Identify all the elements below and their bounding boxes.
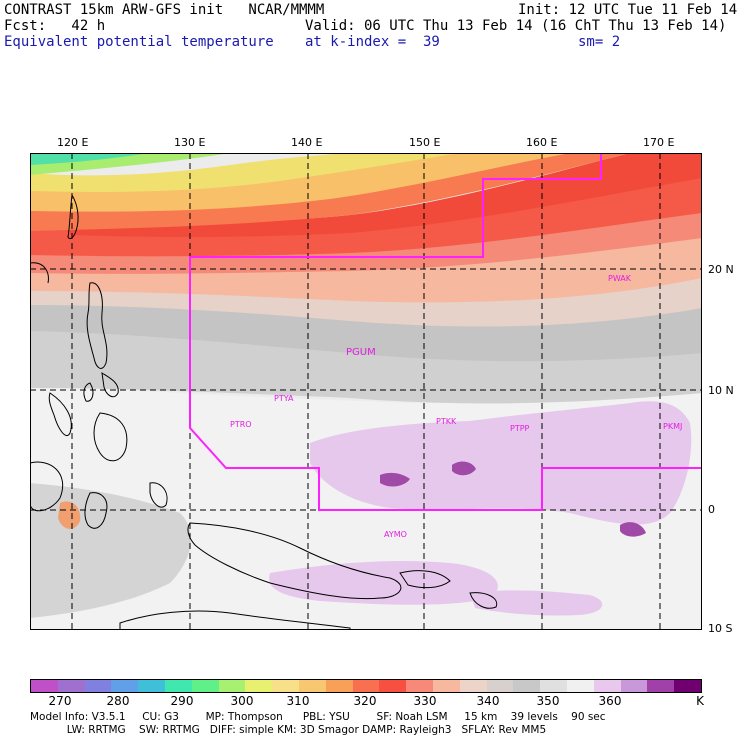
field-band-grey (30, 328, 702, 404)
field-purple-light-south (269, 561, 498, 605)
lat-label: 0 (708, 503, 715, 516)
coast-australia (119, 610, 351, 630)
coast-samar (101, 372, 119, 398)
colorbar-swatch (164, 680, 192, 692)
station-ptro: PTRO (230, 420, 252, 429)
field-band-deepred (70, 153, 702, 237)
lat-label: 20 N (708, 263, 734, 276)
station-ptkk: PTKK (436, 417, 457, 426)
colorbar (30, 679, 702, 693)
station-labels: PWAK PGUM PTYA PTRO PTKK PTPP PKMJ AYMO (230, 274, 682, 539)
colorbar-swatch (138, 680, 165, 692)
colorbar-units: K (696, 694, 704, 708)
station-aymo: AYMO (384, 530, 407, 539)
valid-time: Valid: 06 UTC Thu 13 Feb 14 (16 ChT Thu … (305, 18, 727, 34)
colorbar-label: 330 (413, 694, 437, 708)
colorbar-swatch (57, 680, 85, 692)
colorbar-swatch (379, 680, 407, 692)
level-index: at k-index = 39 (305, 34, 440, 50)
colorbar-label: 290 (170, 694, 194, 708)
field-purple-light (310, 401, 692, 525)
colorbar-swatch (272, 680, 299, 692)
colorbar-label: 350 (536, 694, 560, 708)
station-ptpp: PTPP (510, 424, 530, 433)
title-model: CONTRAST 15km ARW-GFS init NCAR/MMMM (4, 2, 325, 18)
coast-palawan (48, 392, 72, 437)
colorbar-swatch (620, 680, 648, 692)
coast-bougainville (469, 592, 498, 609)
region-boundary (189, 153, 702, 511)
colorbar-label: 280 (106, 694, 130, 708)
lat-label: 10 S (708, 622, 733, 635)
colorbar-swatch (218, 680, 246, 692)
station-ptya: PTYA (274, 394, 294, 403)
coast-new-guinea (187, 522, 402, 600)
colorbar-swatch (566, 680, 594, 692)
lat-label: 10 N (708, 384, 734, 397)
coast-sulawesi (84, 492, 108, 529)
colorbar-label: 300 (230, 694, 254, 708)
colorbar-swatch (84, 680, 112, 692)
field-band-yellow (30, 153, 460, 192)
coast-halmahera (149, 482, 168, 508)
field-band-grey-dark (30, 303, 702, 362)
colorbar-label: 360 (598, 694, 622, 708)
model-info-line2: LW: RRTMG SW: RRTMG DIFF: simple KM: 3D … (30, 724, 547, 736)
coastlines (30, 193, 498, 630)
model-info-line1: Model Info: V3.5.1 CU: G3 MP: Thompson P… (30, 711, 606, 723)
field-orange-celebes (58, 501, 81, 529)
init-time: Init: 12 UTC Tue 11 Feb 14 (518, 2, 738, 18)
colorbar-swatch (111, 680, 139, 692)
field-name: Equivalent potential temperature (4, 34, 274, 50)
smoothing: sm= 2 (578, 34, 621, 50)
field-purple-dark-2 (452, 461, 476, 476)
colorbar-swatch (245, 680, 273, 692)
map-panel[interactable]: PWAK PGUM PTYA PTRO PTKK PTPP PKMJ AYMO (30, 153, 702, 630)
colorbar-swatch (298, 680, 326, 692)
colorbar-label: 340 (476, 694, 500, 708)
colorbar-swatch (647, 680, 675, 692)
forecast-hour: Fcst: 42 h (4, 18, 106, 34)
colorbar-swatch (674, 680, 701, 692)
colorbar-swatch (486, 680, 514, 692)
field-band-orange (30, 153, 630, 231)
colorbar-swatch (432, 680, 460, 692)
coast-panay (83, 382, 94, 402)
colorbar-swatch (593, 680, 621, 692)
field-purple-dark-3 (620, 522, 646, 537)
colorbar-label: 320 (353, 694, 377, 708)
coast-luzon (86, 282, 108, 369)
colorbar-swatch (325, 680, 353, 692)
colorbar-swatch (513, 680, 541, 692)
colorbar-swatch (31, 680, 58, 692)
colorbar-label: 270 (48, 694, 72, 708)
station-pkmj: PKMJ (663, 422, 682, 431)
coast-borneo (30, 461, 64, 512)
colorbar-label: 310 (286, 694, 310, 708)
coast-mindanao (93, 412, 128, 462)
colorbar-swatch (459, 680, 487, 692)
colorbar-swatch (191, 680, 219, 692)
lon-label: 170 E (643, 136, 675, 149)
lon-label: 130 E (174, 136, 206, 149)
colorbar-swatch (352, 680, 380, 692)
colorbar-swatch (406, 680, 433, 692)
station-pgum: PGUM (346, 347, 376, 358)
field-purple-dark-1 (380, 472, 410, 487)
lon-label: 160 E (526, 136, 558, 149)
coast-new-britain (399, 570, 451, 589)
lon-label: 150 E (409, 136, 441, 149)
field-band-teal (30, 153, 150, 165)
field-purple-light-se (470, 590, 603, 616)
map-frame (30, 153, 702, 630)
field-band-lightorange (30, 153, 570, 212)
lon-label: 140 E (291, 136, 323, 149)
lon-label: 120 E (57, 136, 89, 149)
colorbar-swatch (540, 680, 567, 692)
station-pwak: PWAK (608, 274, 632, 283)
